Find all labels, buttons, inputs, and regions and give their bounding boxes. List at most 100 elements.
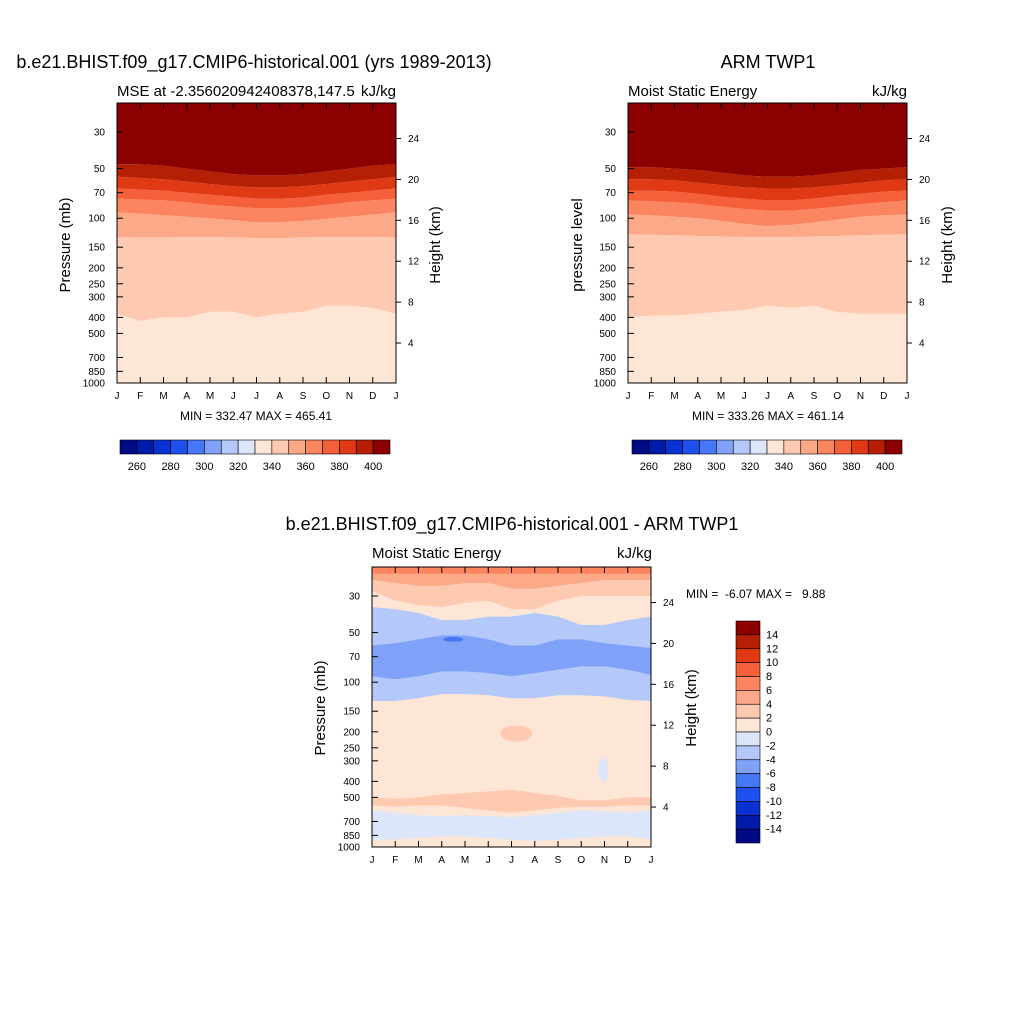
panel-model-field — [117, 103, 396, 383]
height-tick-label: 12 — [919, 257, 931, 268]
colorbar-label: 400 — [364, 461, 382, 473]
colorbar-box — [834, 439, 852, 455]
y-tick-label: 500 — [88, 329, 105, 340]
x-tick-label: S — [300, 391, 307, 402]
height-tick-label: 16 — [663, 680, 675, 691]
y-tick-label: 150 — [599, 243, 616, 254]
y-tick-label: 1000 — [83, 379, 106, 390]
y-tick-label: 700 — [599, 353, 616, 364]
colorbar-label: -2 — [766, 740, 776, 752]
height-tick-label: 8 — [663, 762, 669, 773]
mse-band-340-350 — [117, 237, 396, 321]
panel-obs-title: ARM TWP1 — [721, 52, 816, 72]
height-tick-label: 24 — [663, 598, 675, 609]
y-tick-label: 30 — [94, 128, 106, 139]
panel-model-ylabel-right: Height (km) — [427, 206, 444, 284]
mse-band-360-370 — [628, 200, 907, 227]
panel-diff-ylabel: Pressure (mb) — [312, 660, 329, 755]
colorbar-label: 260 — [640, 461, 658, 473]
colorbar-label: 10 — [766, 657, 778, 669]
colorbar-box — [749, 439, 768, 455]
y-tick-label: 400 — [343, 777, 360, 788]
mse-band-330-340 — [117, 305, 396, 383]
y-tick-label: 850 — [599, 367, 616, 378]
colorbar-label: 360 — [296, 461, 314, 473]
colorbar-box — [735, 717, 761, 733]
panel-model-ylabel: Pressure (mb) — [57, 197, 74, 292]
x-tick-label: A — [438, 855, 445, 866]
panel-model-units: kJ/kg — [361, 83, 396, 100]
panel-diff-title: b.e21.BHIST.f09_g17.CMIP6-historical.001… — [286, 514, 739, 535]
y-tick-label: 300 — [88, 292, 105, 303]
height-tick-label: 16 — [919, 216, 931, 227]
colorbar-box — [735, 814, 761, 830]
colorbar-label: 8 — [766, 671, 772, 683]
panel-model-subtitle: MSE at -2.356020942408378,147.5 — [117, 83, 355, 100]
colorbar-box — [732, 439, 751, 455]
y-tick-label: 400 — [599, 313, 616, 324]
colorbar-box — [254, 439, 273, 455]
colorbar-box — [735, 773, 761, 788]
height-tick-label: 4 — [919, 339, 925, 350]
panel-obs-colorbar: 260 280 300 320 340 360 380 400 — [631, 439, 903, 473]
colorbar-box — [735, 828, 761, 844]
colorbar-label: 400 — [876, 461, 894, 473]
colorbar-box — [735, 787, 761, 802]
panel-diff-field — [372, 567, 651, 847]
x-tick-label: J — [905, 391, 910, 402]
colorbar-label: 320 — [229, 461, 247, 473]
y-tick-label: 850 — [343, 831, 360, 842]
colorbar-box — [187, 439, 205, 455]
x-tick-label: J — [765, 391, 770, 402]
colorbar-box — [735, 745, 761, 761]
colorbar-box — [153, 439, 171, 455]
x-tick-label: D — [880, 391, 887, 402]
diff-blob-nov — [598, 757, 609, 782]
colorbar-box — [851, 439, 869, 455]
colorbar-box — [783, 439, 802, 455]
colorbar-label: 0 — [766, 727, 772, 739]
colorbar-box — [631, 439, 650, 455]
panel-diff-axes: J F M A M J J A S O N D J 30 50 70 100 150 200 250 300 400 500… — [338, 566, 675, 866]
x-tick-label: M — [461, 855, 469, 866]
y-tick-label: 70 — [605, 188, 617, 199]
colorbar-label: 260 — [128, 461, 146, 473]
mse-band-360-370 — [117, 198, 396, 223]
height-tick-label: 24 — [919, 134, 931, 145]
x-tick-label: J — [742, 391, 747, 402]
diff-band-2-4-mid — [372, 789, 651, 813]
colorbar-label: 300 — [707, 461, 725, 473]
x-tick-label: A — [531, 855, 538, 866]
colorbar-box — [735, 634, 761, 650]
mse-band-370-380 — [117, 188, 396, 209]
colorbar-box — [735, 801, 761, 816]
panel-diff-stats: MIN = -6.07 MAX = 9.88 — [686, 587, 826, 601]
colorbar-box — [339, 439, 357, 455]
x-tick-label: J — [626, 391, 631, 402]
colorbar-label: -12 — [766, 810, 782, 822]
x-tick-label: J — [649, 855, 654, 866]
x-tick-label: J — [115, 391, 120, 402]
colorbar-box — [735, 648, 761, 663]
colorbar-box — [305, 439, 323, 455]
y-tick-label: 30 — [605, 128, 617, 139]
y-tick-label: 500 — [599, 329, 616, 340]
panel-model: b.e21.BHIST.f09_g17.CMIP6-historical.001… — [16, 52, 491, 473]
height-tick-label: 8 — [408, 298, 414, 309]
colorbar-box — [322, 439, 340, 455]
panel-diff-ylabel-right: Height (km) — [683, 669, 700, 747]
colorbar-label: 14 — [766, 629, 778, 641]
x-tick-label: M — [414, 855, 422, 866]
x-tick-label: A — [183, 391, 190, 402]
x-tick-label: O — [833, 391, 841, 402]
panel-obs-units: kJ/kg — [872, 83, 907, 100]
colorbar-box — [288, 439, 306, 455]
colorbar-box — [682, 439, 700, 455]
y-tick-label: 250 — [343, 743, 360, 754]
mse-band-above-400 — [117, 103, 396, 176]
colorbar-box — [766, 439, 785, 455]
x-tick-label: S — [811, 391, 818, 402]
panel-obs-ylabel-right: Height (km) — [939, 206, 956, 284]
colorbar-label: 4 — [766, 699, 772, 711]
